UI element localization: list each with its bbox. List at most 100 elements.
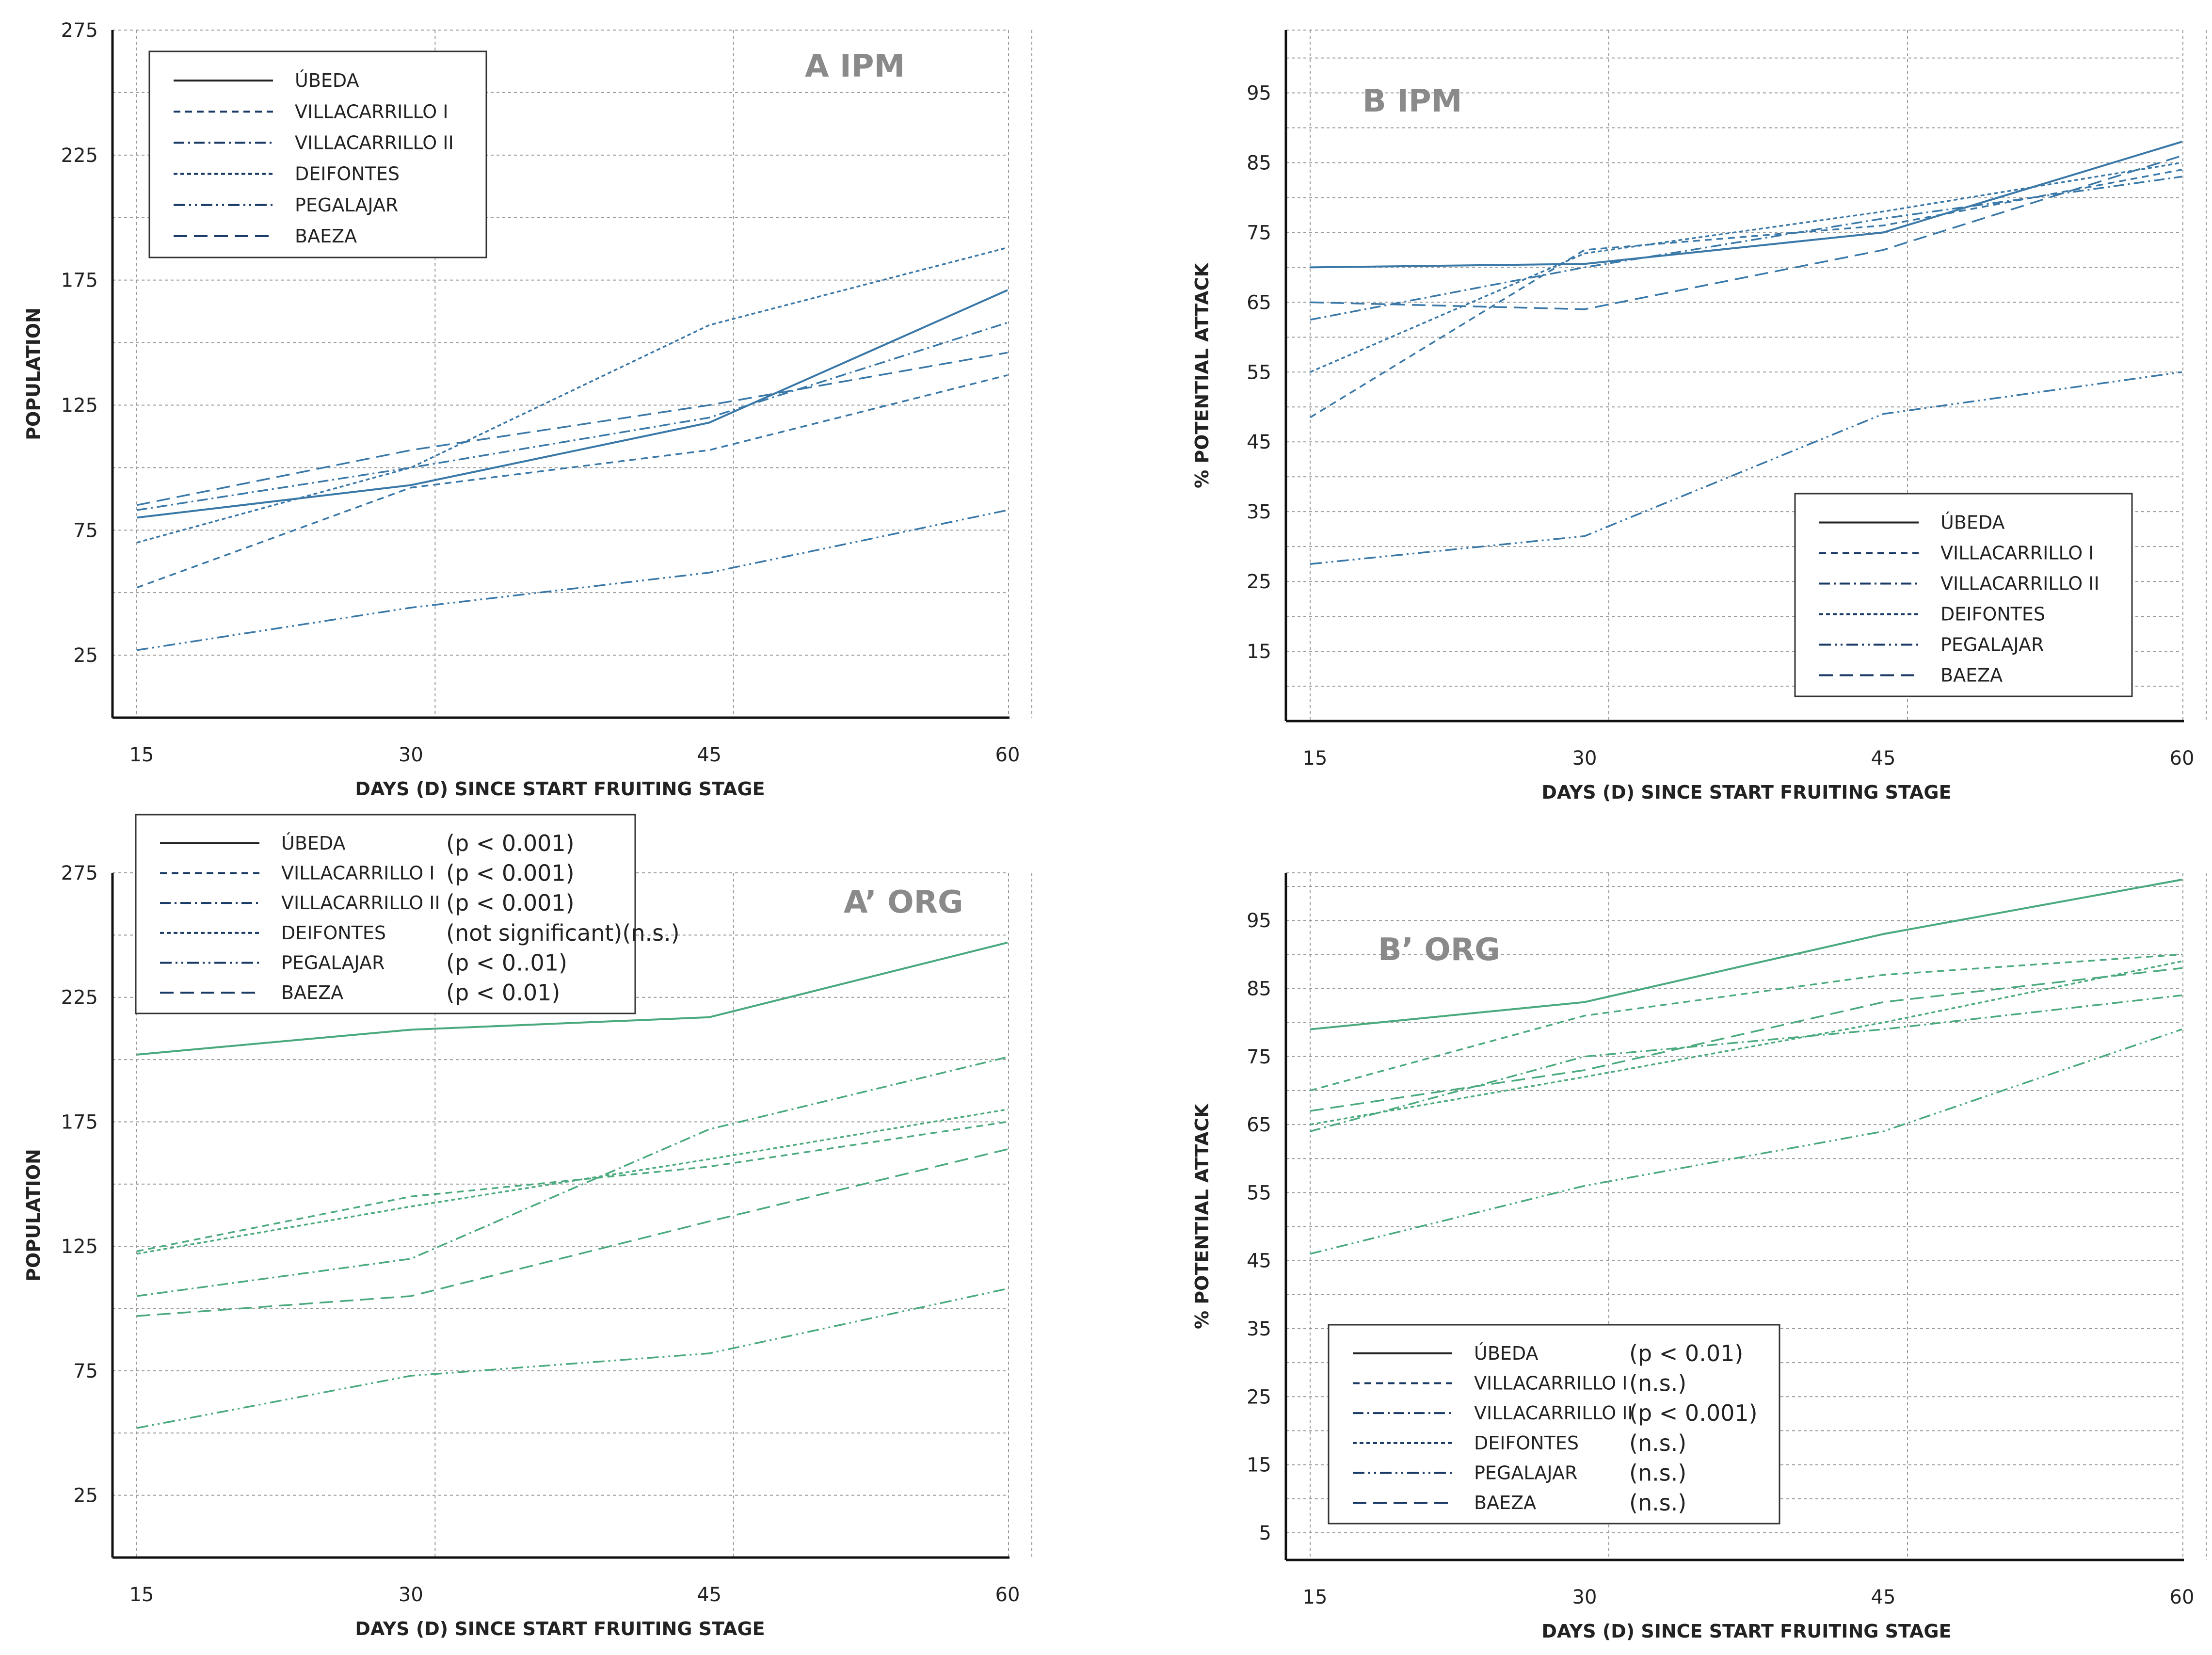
panel-title: A’ ORG [844,884,963,920]
grid-vertical [136,873,1032,1558]
y-tick-label: 35 [1247,501,1271,523]
legend-label: VILLACARRILLO II [1940,573,2100,595]
grid-vertical [1310,30,2207,721]
legend-label: BAEZA [281,982,343,1003]
series-line [1310,953,2182,1092]
series-line [136,1109,1008,1255]
legend-label: VILLACARRILLO I [281,863,434,884]
grid-horizontal [112,872,1008,1496]
x-axis-label: DAYS (D) SINCE START FRUITING STAGE [1541,1621,1951,1642]
legend-significance: (n.s.) [1629,1430,1686,1456]
legend: ÚBEDA (p < 0.001) VILLACARRILLO I (p < 0.00… [135,814,680,1014]
legend-label: DEIFONTES [281,922,386,944]
y-tick-label: 55 [1247,1182,1271,1204]
x-tick-label: 15 [129,1584,154,1606]
legend-box [1328,1324,1780,1525]
panel-a2: 25 75 125 175 225 275 15 30 45 60 DAYS (D) SINCE S… [23,814,1032,1639]
legend-significance: (p < 0..01) [446,950,567,976]
y-tick-label: 275 [61,862,98,884]
y-axis-label: POPULATION [23,307,44,440]
legend-significance: (n.s.) [1629,1370,1686,1397]
y-axis-label: POPULATION [23,1149,44,1282]
series-line [136,289,1008,519]
grid-vertical [136,30,1032,718]
x-tick-label: 60 [995,744,1020,766]
series-line [1310,176,2182,321]
series-group [1310,879,2182,1255]
series-line [136,1287,1008,1429]
legend-significance: (p < 0.001) [446,890,575,916]
panel-title: A IPM [805,48,905,84]
legend-label: VILLACARRILLO I [1474,1373,1627,1394]
y-axis-label: % POTENTIAL ATTACK [1191,1103,1213,1329]
series-line [1310,141,2182,269]
legend-significance: (p < 0.01) [446,980,560,1006]
series-group [136,246,1008,651]
y-tick-label: 5 [1259,1522,1271,1544]
x-tick-label: 60 [2170,1586,2195,1608]
legend-label: PEGALAJAR [1474,1462,1577,1484]
legend-label: VILLACARRILLO II [295,132,454,153]
legend-label: ÚBEDA [1474,1343,1538,1364]
legend-label: DEIFONTES [1474,1432,1579,1454]
y-tick-label: 65 [1247,291,1271,314]
series-line [136,321,1008,511]
legend-significance: (p < 0.001) [446,830,575,856]
y-tick-label: 95 [1247,910,1271,932]
panel-a: 25 75 125 175 225 275 15 30 45 60 DAYS (D) SINCE S… [23,19,1032,800]
legend-box [1794,493,2133,697]
x-tick-label: 15 [1303,1586,1328,1608]
panel-b2: 5 15 25 35 45 55 65 75 85 95 15 30 45 60 DAYS (D) SINC… [1191,872,2207,1642]
legend-significance: (n.s.) [1629,1490,1686,1516]
x-axis-label: DAYS (D) SINCE START FRUITING STAGE [355,1618,765,1639]
y-axis-label: % POTENTIAL ATTACK [1191,262,1213,488]
x-tick-label: 15 [1303,747,1328,770]
y-tick-label: 25 [73,1485,98,1507]
panel-b: 15 25 35 45 55 65 75 85 95 15 30 45 60 DAYS (D) SINCE… [1191,30,2207,803]
legend-label: PEGALAJAR [281,952,385,974]
legend-label: BAEZA [295,225,357,247]
legend-label: BAEZA [1940,665,2003,686]
y-tick-label: 15 [1247,641,1271,663]
series-line [1310,169,2182,418]
y-tick-label: 125 [61,1236,98,1258]
legend-significance: (p < 0.001) [446,860,575,886]
series-line [1310,960,2182,1125]
series-line [136,941,1008,1056]
series-line [136,1121,1008,1253]
legend: ÚBEDA VILLACARRILLO I VILLACARRILLO II DEIF… [148,50,487,258]
y-tick-label: 225 [61,145,98,167]
y-tick-label: 25 [73,644,98,667]
legend-label: ÚBEDA [281,833,345,854]
legend-label: VILLACARRILLO I [1940,543,2094,564]
grid-horizontal [1286,872,2182,1533]
series-line [1310,161,2182,373]
series-line [136,352,1008,506]
x-tick-label: 60 [2170,747,2195,770]
y-tick-label: 75 [1247,1046,1271,1068]
y-tick-label: 175 [61,270,98,292]
legend-box [135,814,636,1014]
series-line [136,246,1008,544]
x-tick-label: 45 [1871,1586,1896,1608]
y-tick-label: 25 [1247,571,1271,593]
y-tick-label: 95 [1247,82,1271,105]
y-tick-label: 75 [1247,222,1271,244]
series-line [1310,879,2182,1030]
y-tick-label: 275 [61,19,98,42]
series-line [1310,155,2182,310]
y-tick-label: 25 [1247,1386,1271,1408]
legend-label: DEIFONTES [1940,604,2045,625]
y-tick-label: 85 [1247,152,1271,174]
panel-title: B IPM [1362,83,1462,119]
y-tick-label: 55 [1247,361,1271,384]
y-tick-label: 225 [61,987,98,1009]
legend: ÚBEDA VILLACARRILLO I VILLACARRILLO II DEIF… [1794,493,2133,697]
series-group [1310,141,2182,565]
legend-label: ÚBEDA [295,70,359,91]
legend-significance: (n.s.) [1629,1460,1686,1486]
legend-box [148,50,487,258]
series-line [1310,994,2182,1132]
x-tick-label: 30 [1572,1586,1597,1608]
legend: ÚBEDA (p < 0.01)VILLACARRILLO I (n.s.)VILL… [1328,1324,1780,1525]
